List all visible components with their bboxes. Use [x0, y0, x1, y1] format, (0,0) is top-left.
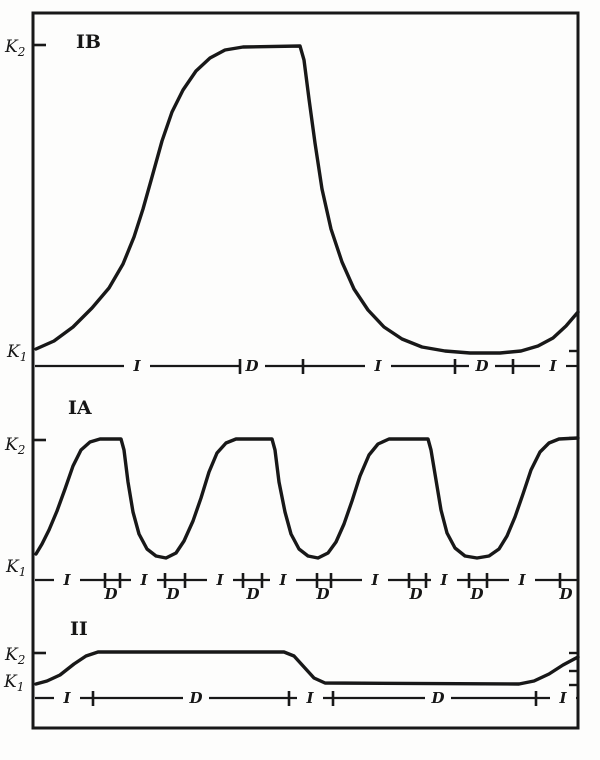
interval-label-IA-10: I: [439, 571, 448, 589]
interval-label-IA-3: D: [165, 585, 179, 603]
k-subscript: 1: [20, 350, 28, 364]
k-subscript: 1: [19, 565, 27, 579]
k-main: K: [5, 557, 20, 577]
interval-label-IB-4: I: [548, 357, 557, 375]
interval-label-II-3: D: [430, 689, 444, 707]
interval-label-IB-3: D: [474, 357, 488, 375]
interval-label-II-4: I: [558, 689, 567, 707]
interval-label-IA-7: D: [315, 585, 329, 603]
curve-IA: [34, 436, 580, 560]
curve-IB: [34, 44, 580, 355]
curve-II: [34, 650, 580, 686]
y-axis-label-IA-K1: K1: [5, 557, 26, 579]
y-axis-label-II-K2: K2: [4, 645, 25, 667]
k-main: K: [4, 37, 19, 57]
panel-label-IB: IB: [76, 31, 101, 53]
k-main: K: [4, 435, 19, 455]
panel-label-IA: IA: [68, 397, 92, 419]
y-axis-label-IB-K1: K1: [6, 342, 27, 364]
interval-label-IB-1: D: [244, 357, 258, 375]
y-axis-label-IA-K2: K2: [4, 435, 25, 457]
panel-label-II: II: [70, 618, 88, 640]
interval-label-IB-2: I: [373, 357, 382, 375]
interval-label-IB-0: I: [132, 357, 141, 375]
interval-label-IA-0: I: [62, 571, 71, 589]
interval-label-IA-2: I: [139, 571, 148, 589]
k-main: K: [6, 342, 21, 362]
interval-label-II-2: I: [305, 689, 314, 707]
y-axis-label-IB-K2: K2: [4, 37, 25, 59]
interval-label-IA-8: I: [370, 571, 379, 589]
interval-label-IA-6: I: [278, 571, 287, 589]
k-subscript: 2: [17, 443, 26, 457]
k-subscript: 2: [17, 45, 26, 59]
interval-label-IA-11: D: [469, 585, 483, 603]
k-subscript: 2: [17, 653, 26, 667]
interval-label-II-0: I: [62, 689, 71, 707]
y-axis-label-II-K1: K1: [3, 672, 24, 694]
k-main: K: [3, 672, 18, 692]
interval-label-IA-4: I: [215, 571, 224, 589]
figure-frame: [31, 11, 580, 730]
interval-label-IA-1: D: [103, 585, 117, 603]
interval-label-IA-5: D: [245, 585, 259, 603]
k-main: K: [4, 645, 19, 665]
interval-label-IA-9: D: [408, 585, 422, 603]
interval-label-IA-13: D: [558, 585, 572, 603]
interval-label-IA-12: I: [517, 571, 526, 589]
interval-label-II-1: D: [188, 689, 202, 707]
k-subscript: 1: [17, 680, 25, 694]
